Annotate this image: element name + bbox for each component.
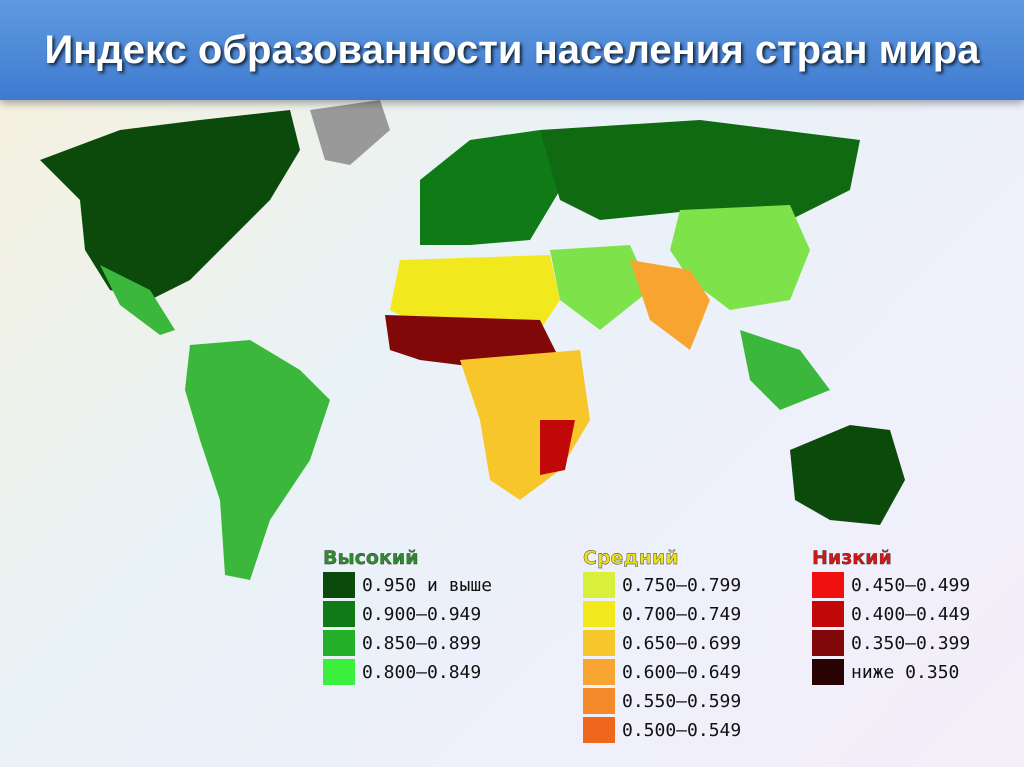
middle-east bbox=[550, 245, 650, 330]
legend-label: 0.400–0.449 bbox=[851, 604, 970, 625]
legend-label: 0.600–0.649 bbox=[622, 662, 741, 683]
slide-title: Индекс образованности населения стран ми… bbox=[44, 27, 980, 72]
legend-label: 0.850–0.899 bbox=[362, 633, 481, 654]
southeast-asia bbox=[740, 330, 830, 410]
legend-label: 0.550–0.599 bbox=[622, 691, 741, 712]
europe bbox=[420, 130, 560, 245]
legend-swatch bbox=[583, 601, 615, 627]
australia bbox=[790, 425, 905, 525]
legend-label: 0.500–0.549 bbox=[622, 720, 741, 741]
greenland bbox=[310, 100, 390, 165]
legend-title: Средний bbox=[583, 547, 679, 569]
legend-swatch bbox=[812, 630, 844, 656]
legend-label: 0.750–0.799 bbox=[622, 575, 741, 596]
legend-swatch bbox=[323, 659, 355, 685]
legend-swatch bbox=[583, 630, 615, 656]
legend-label: 0.450–0.499 bbox=[851, 575, 970, 596]
legend-label: 0.350–0.399 bbox=[851, 633, 970, 654]
legend-swatch bbox=[812, 601, 844, 627]
legend-label: 0.900–0.949 bbox=[362, 604, 481, 625]
title-banner: Индекс образованности населения стран ми… bbox=[0, 0, 1024, 100]
legend-swatch bbox=[323, 630, 355, 656]
legend-label: ниже 0.350 bbox=[851, 662, 959, 683]
north-africa bbox=[390, 255, 560, 330]
russia bbox=[540, 120, 860, 220]
legend-swatch bbox=[583, 659, 615, 685]
north-america bbox=[40, 110, 300, 300]
south-america bbox=[185, 340, 330, 580]
legend-swatch bbox=[323, 572, 355, 598]
mexico bbox=[100, 265, 175, 335]
legend-label: 0.700–0.749 bbox=[622, 604, 741, 625]
legend-swatch bbox=[323, 601, 355, 627]
legend-swatch bbox=[583, 688, 615, 714]
legend-swatch bbox=[583, 717, 615, 743]
legend-title: Высокий bbox=[323, 547, 419, 569]
legend-label: 0.800–0.849 bbox=[362, 662, 481, 683]
legend-title: Низкий bbox=[812, 547, 892, 569]
east-africa bbox=[540, 420, 575, 475]
india bbox=[630, 260, 710, 350]
legend-swatch bbox=[583, 572, 615, 598]
china bbox=[670, 205, 810, 310]
legend-label: 0.950 и выше bbox=[362, 575, 492, 596]
legend-label: 0.650–0.699 bbox=[622, 633, 741, 654]
legend-swatch bbox=[812, 659, 844, 685]
legend-swatch bbox=[812, 572, 844, 598]
